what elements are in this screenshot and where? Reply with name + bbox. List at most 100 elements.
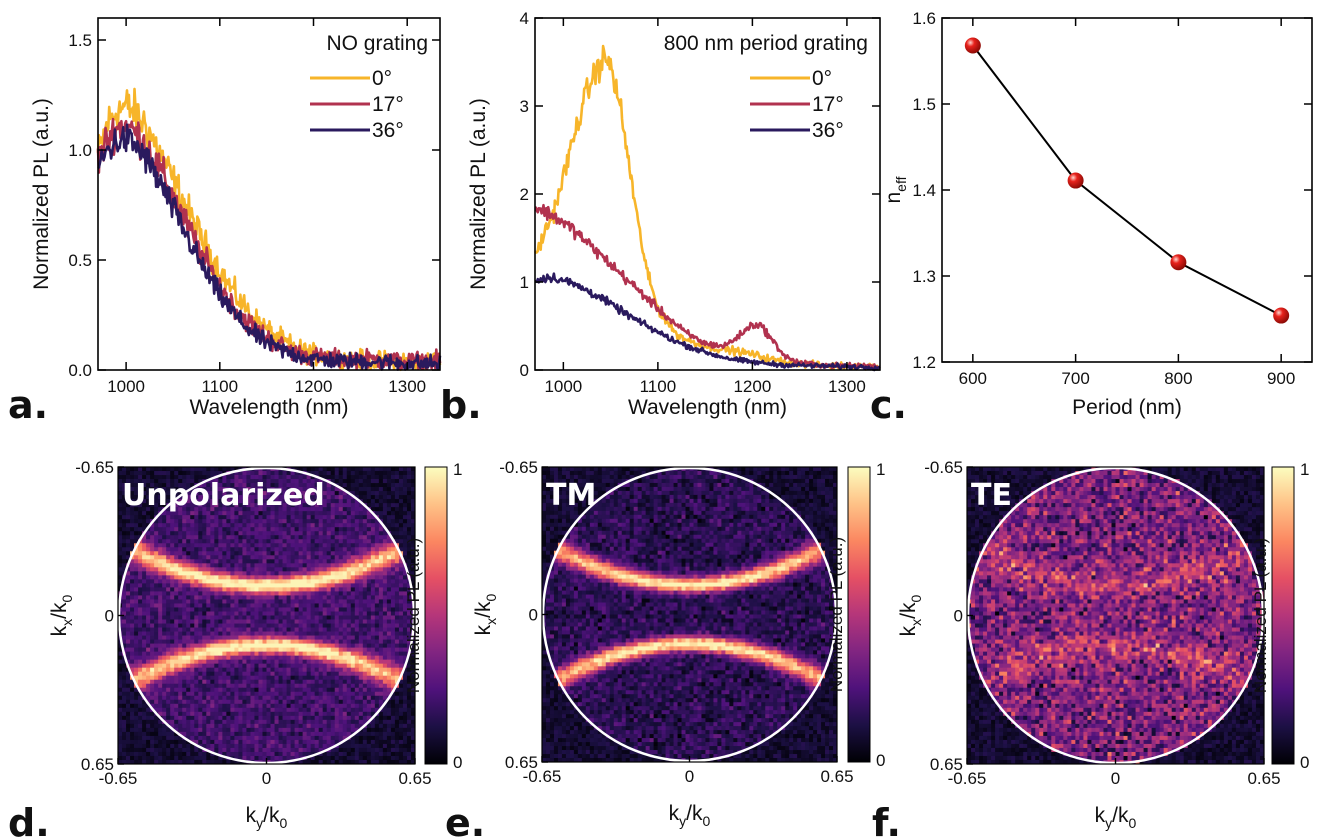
x-axis-label: Wavelength (nm) [189, 396, 348, 419]
x-tick-label: 0 [262, 769, 271, 788]
y-tick-label: -0.65 [924, 458, 963, 477]
x-tick-label: 1200 [733, 377, 771, 396]
colorbar [847, 466, 871, 763]
colorbar-tick-min: 0 [1300, 753, 1309, 772]
plot-frame [97, 17, 441, 371]
x-axis-label: ky/k0 [246, 804, 288, 831]
y-tick-label: 0 [520, 361, 529, 380]
y-tick-label: 0 [105, 607, 114, 626]
data-point-3 [1273, 307, 1290, 324]
x-axis-label: ky/k0 [669, 802, 711, 829]
y-tick-label: 1.5 [912, 95, 936, 114]
panel-f: TE-0.65 0 0.65-0.6500.65ky/k0kx/k010Normal… [872, 458, 1309, 840]
data-point-0 [964, 37, 981, 54]
y-tick-label: 2 [520, 185, 529, 204]
y-tick-label: 0.65 [930, 755, 963, 774]
y-axis-label: kx/k0 [472, 593, 499, 635]
colorbar [1271, 466, 1295, 765]
panel-b: 1000 1100 1200 1300 0 1 2 3 4 Wavelength (nm) Norm… [440, 9, 881, 427]
x-tick-label: 1000 [544, 377, 582, 396]
y-tick-label: 0 [954, 607, 963, 626]
x-tick-label: -0.65 [948, 769, 987, 788]
y-tick-label: 1.6 [912, 9, 936, 28]
colorbar-tick-max: 1 [453, 460, 462, 479]
panel-label: d. [8, 801, 50, 840]
colorbar-tick-min: 0 [453, 753, 462, 772]
legend-title: 800 nm period grating [664, 32, 868, 55]
series-line-2 [97, 123, 442, 371]
panel-e: TM-0.65 0 0.65-0.6500.65ky/k0kx/k010Normal… [445, 458, 885, 840]
data-point-2 [1170, 254, 1187, 271]
legend-label-2: 36° [372, 119, 404, 142]
colorbar-label: Normalized PL (a.u.) [827, 537, 846, 692]
x-axis-label: ky/k0 [1095, 804, 1137, 831]
panel-label: a. [8, 383, 48, 427]
y-tick-label: 0.65 [505, 753, 538, 772]
x-tick-label: 1300 [388, 377, 426, 396]
x-tick-label: 1200 [295, 377, 333, 396]
x-tick-label: 0.65 [398, 769, 431, 788]
map-title: Unpolarized [122, 478, 325, 513]
heatmap-cells [542, 467, 838, 763]
y-tick-label: 0 [529, 606, 538, 625]
map-title: TM [546, 478, 596, 513]
x-tick-label: 1300 [828, 377, 866, 396]
colorbar-label: Normalized PL (a.u.) [1251, 538, 1270, 693]
panel-a: 1000 1100 1200 1300 0.0 0.5 1.0 1.5 Wavelength (… [8, 17, 442, 427]
x-tick-label: 600 [959, 369, 987, 388]
y-axis-label: kx/k0 [48, 594, 75, 636]
heatmap-cells [118, 467, 416, 765]
x-tick-label: 700 [1061, 369, 1089, 388]
x-tick-label: 0.65 [820, 767, 853, 786]
y-axis-label: neff [882, 176, 909, 203]
y-tick-label: -0.65 [499, 458, 538, 477]
x-axis-label: Period (nm) [1072, 396, 1182, 419]
x-tick-label: 0 [1111, 769, 1120, 788]
x-tick-label: -0.65 [99, 769, 138, 788]
x-axis-label: Wavelength (nm) [628, 396, 787, 419]
x-tick-label: 1000 [107, 377, 145, 396]
x-tick-label: 800 [1164, 369, 1192, 388]
panel-label: c. [870, 383, 907, 427]
series-line-1 [534, 203, 881, 371]
y-axis-label: Normalized PL (a.u.) [30, 98, 53, 290]
data-point-1 [1067, 172, 1084, 189]
panel-label: e. [445, 801, 485, 840]
legend-title: NO grating [326, 32, 428, 55]
panel-label: b. [440, 383, 482, 427]
y-tick-label: -0.65 [75, 458, 114, 477]
x-tick-label: 900 [1267, 369, 1295, 388]
legend-label-1: 17° [812, 93, 844, 116]
x-tick-label: 0 [685, 767, 694, 786]
y-tick-label: 0.5 [68, 251, 92, 270]
legend-label-1: 17° [372, 93, 404, 116]
legend-label-2: 36° [812, 119, 844, 142]
y-tick-label: 3 [520, 97, 529, 116]
y-tick-label: 1.2 [912, 353, 936, 372]
colorbar-tick-max: 1 [1300, 460, 1309, 479]
y-tick-label: 1.4 [912, 181, 936, 200]
y-tick-label: 0.0 [68, 361, 92, 380]
y-tick-label: 1 [520, 273, 529, 292]
y-axis-label: Normalized PL (a.u.) [467, 98, 490, 290]
colorbar [424, 466, 448, 765]
panel-d: Unpolarized-0.65 0 0.65-0.6500.65ky/k0kx/k… [8, 458, 462, 840]
colorbar-label: Normalized PL (a.u.) [404, 538, 423, 693]
plot-frame [941, 17, 1313, 363]
map-title: TE [971, 478, 1012, 513]
legend-label-0: 0° [372, 67, 392, 90]
colorbar-tick-max: 1 [876, 460, 885, 479]
y-tick-label: 1.5 [68, 31, 92, 50]
x-tick-label: -0.65 [523, 767, 562, 786]
x-tick-label: 1100 [640, 377, 677, 396]
fit-line [972, 44, 1282, 317]
y-tick-label: 4 [520, 9, 529, 28]
y-axis-label: kx/k0 [897, 594, 924, 636]
y-tick-label: 0.65 [81, 755, 114, 774]
colorbar-tick-min: 0 [876, 751, 885, 770]
y-tick-label: 1.3 [912, 267, 936, 286]
series-line-2 [534, 272, 881, 372]
panel-c: 600 700 800 900 1.2 1.3 1.4 1.5 1.6 Period (nm) ne… [870, 9, 1313, 427]
legend-label-0: 0° [812, 67, 832, 90]
